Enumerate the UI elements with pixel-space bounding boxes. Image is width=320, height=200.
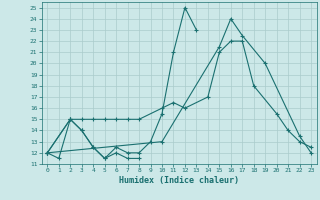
X-axis label: Humidex (Indice chaleur): Humidex (Indice chaleur)	[119, 176, 239, 185]
